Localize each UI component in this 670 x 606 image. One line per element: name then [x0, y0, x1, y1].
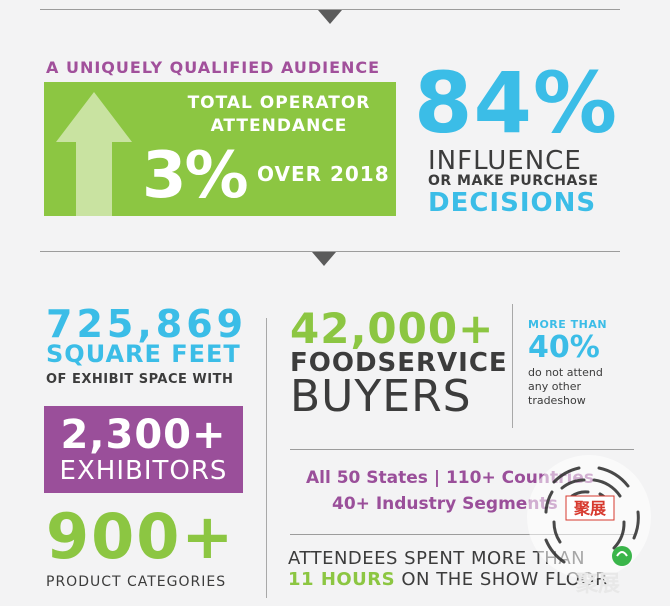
buyers-line2: BUYERS: [290, 371, 472, 422]
influence-line2: OR MAKE PURCHASE: [428, 173, 599, 189]
categories-label: PRODUCT CATEGORIES: [46, 574, 227, 590]
column-divider: [266, 318, 267, 598]
tradeshow-line1: do not attend: [528, 366, 603, 379]
tradeshow-note: do not attend any other tradeshow: [528, 366, 603, 408]
qr-label: 聚展: [573, 499, 607, 518]
exhibitors-label: EXHIBITORS: [59, 456, 228, 486]
tradeshow-kicker: MORE THAN: [528, 318, 608, 331]
attendance-percent: 3%: [142, 139, 249, 213]
divider-pointer-icon: [318, 10, 342, 24]
tradeshow-line2: any other: [528, 380, 582, 393]
buyers-number: 42,000+: [290, 304, 495, 353]
mini-program-qr-icon[interactable]: 聚展: [524, 452, 654, 582]
reach-line2: 40+ Industry Segments: [332, 494, 558, 514]
buyers-line1: FOODSERVICE: [290, 348, 508, 378]
attendees-line1: ATTENDEES SPENT MORE THAN: [288, 548, 586, 569]
attendance-line2: ATTENDANCE: [210, 116, 348, 136]
attendees-hours: 11 HOURS: [288, 569, 396, 590]
reach-line1: All 50 States | 110+ Countries: [306, 468, 594, 488]
row-divider: [290, 449, 634, 450]
up-arrow-icon: [56, 92, 132, 216]
tradeshow-line3: tradeshow: [528, 394, 586, 407]
column-divider: [512, 304, 513, 428]
influence-line1: INFLUENCE: [428, 146, 582, 176]
attendees-line2: 11 HOURS ON THE SHOW FLOOR: [288, 569, 608, 590]
square-feet-number: 725,869: [46, 302, 248, 346]
top-divider: [40, 9, 620, 10]
attendees-rest: ON THE SHOW FLOOR: [401, 569, 609, 590]
tradeshow-percent: 40%: [528, 330, 600, 365]
attendance-line1: TOTAL OPERATOR: [187, 93, 371, 113]
square-feet-sub: OF EXHIBIT SPACE WITH: [46, 372, 234, 387]
influence-percent: 84%: [414, 54, 619, 152]
categories-number: 900+: [46, 500, 236, 573]
attendance-over: OVER 2018: [257, 162, 390, 186]
row-divider: [290, 534, 634, 535]
influence-line3: DECISIONS: [428, 188, 597, 218]
exhibitors-box: 2,300+ EXHIBITORS: [44, 406, 243, 493]
watermark: 聚展: [576, 572, 621, 597]
divider-pointer-icon: [312, 252, 336, 266]
exhibitors-number: 2,300+: [60, 412, 227, 458]
square-feet-label: SQUARE FEET: [46, 340, 241, 368]
middle-divider: [40, 251, 620, 252]
attendance-box: TOTAL OPERATOR ATTENDANCE 3% OVER 2018: [44, 82, 396, 216]
audience-kicker: A UNIQUELY QUALIFIED AUDIENCE: [46, 58, 381, 77]
